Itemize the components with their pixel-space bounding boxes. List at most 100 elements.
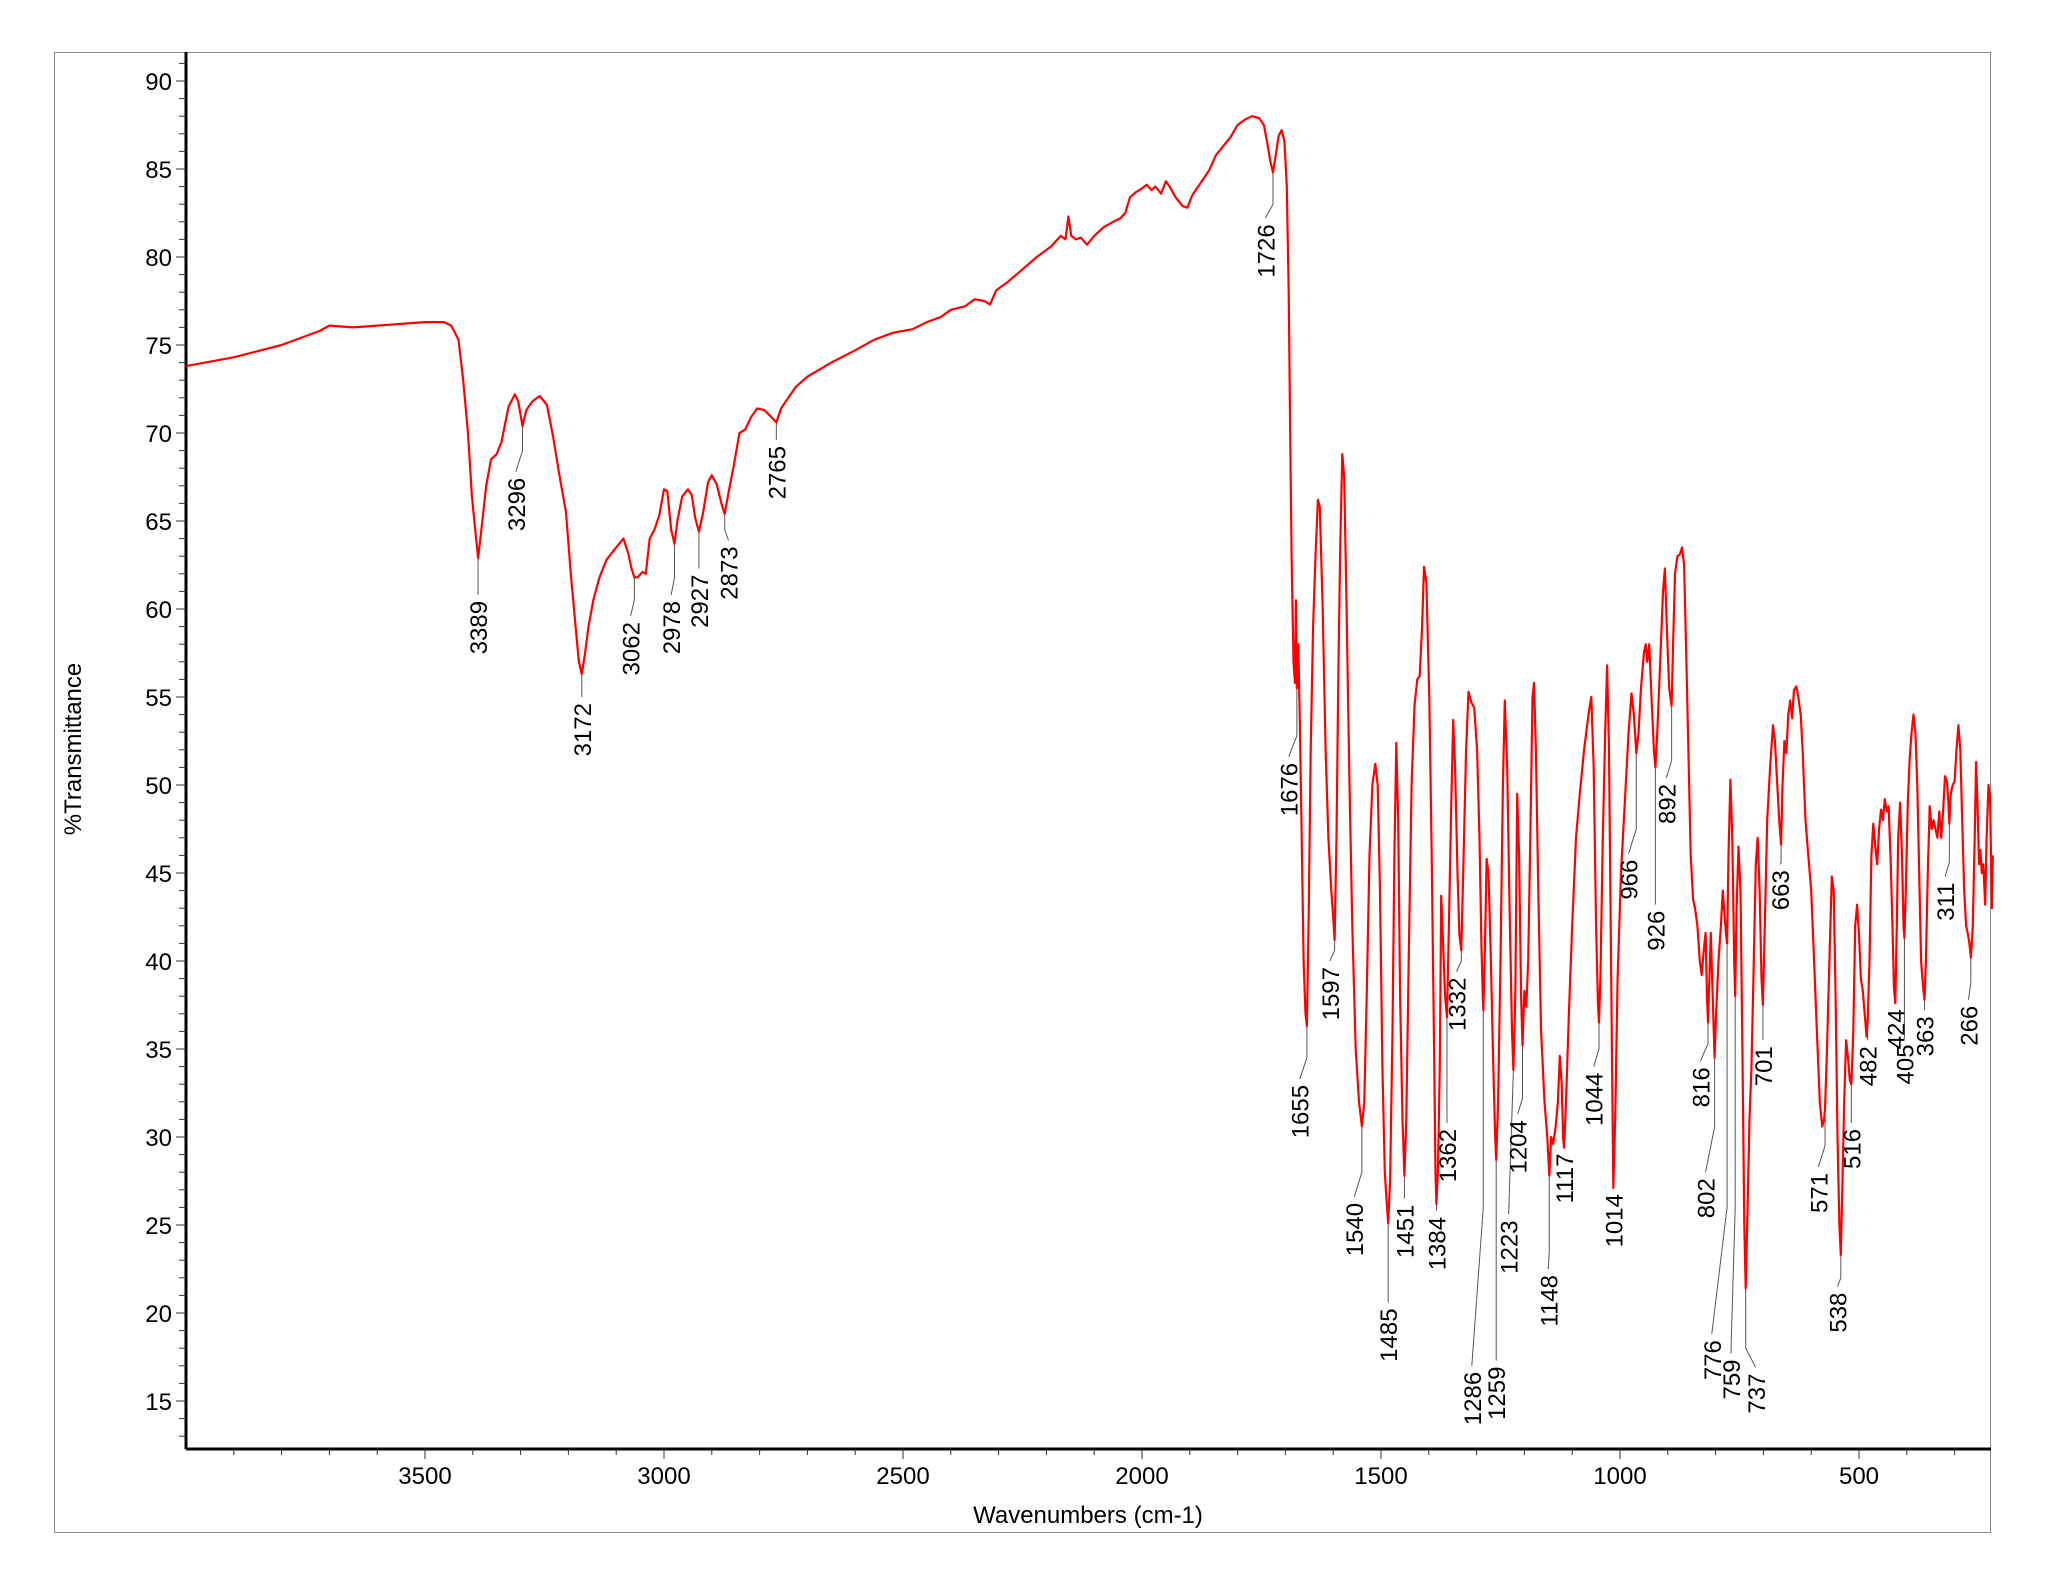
- peak-leader-line: [1456, 950, 1462, 972]
- peak-label: 1014: [1601, 1194, 1628, 1247]
- x-axis: 3500 3000 2500 2000 1500 1000 500: [186, 1447, 1991, 1490]
- y-tick-label: 70: [145, 421, 172, 448]
- peak-label: 2873: [717, 546, 744, 599]
- peak-label: 571: [1806, 1173, 1833, 1213]
- x-tick-label: 1500: [1354, 1463, 1407, 1490]
- y-tick-label: 15: [145, 1389, 172, 1416]
- y-tick-label: 50: [145, 773, 172, 800]
- peak-label: 3389: [466, 601, 493, 654]
- peak-label: 2978: [659, 601, 686, 654]
- y-tick-label: 60: [145, 597, 172, 624]
- peak-label: 1362: [1435, 1129, 1462, 1182]
- peak-label: 2927: [687, 575, 714, 628]
- x-tick-label: 3000: [637, 1463, 690, 1490]
- peak-label: 1597: [1318, 967, 1345, 1020]
- y-tick-label: 90: [145, 69, 172, 96]
- peak-label: 776: [1700, 1340, 1727, 1380]
- peak-leader-line: [1547, 1175, 1550, 1270]
- y-tick-label: 35: [145, 1037, 172, 1064]
- peak-label: 1655: [1288, 1085, 1315, 1138]
- peak-label: 737: [1744, 1374, 1771, 1414]
- peak-label: 538: [1825, 1293, 1852, 1333]
- x-tick-label: 2000: [1115, 1463, 1168, 1490]
- spectrum-line: [185, 115, 1994, 1290]
- peak-leader-line: [1517, 1045, 1523, 1115]
- x-tick-label: 500: [1839, 1463, 1879, 1490]
- peak-leader-line: [1264, 172, 1274, 219]
- peak-label-leaders: [477, 172, 1972, 1368]
- peak-leader-line: [1745, 1288, 1757, 1368]
- peak-leader-line: [724, 513, 730, 541]
- peak-label: 1148: [1536, 1275, 1563, 1327]
- y-tick-label: 80: [145, 245, 172, 272]
- x-tick-label: 3500: [398, 1463, 451, 1490]
- y-tick-label: 25: [145, 1213, 172, 1240]
- peak-label: 701: [1751, 1046, 1778, 1086]
- peak-label: 1044: [1582, 1073, 1609, 1126]
- y-tick-label: 20: [145, 1301, 172, 1328]
- peak-label: 2765: [764, 446, 791, 499]
- peak-label: 892: [1654, 784, 1681, 824]
- y-tick-label: 40: [145, 949, 172, 976]
- peak-leader-line: [1628, 753, 1637, 854]
- peak-leader-line: [1779, 844, 1782, 865]
- peak-label: 3172: [570, 703, 597, 756]
- peak-label: 1286: [1460, 1372, 1487, 1425]
- y-tick-label: 85: [145, 157, 172, 184]
- peak-leader-line: [1944, 823, 1950, 877]
- peak-label: 482: [1856, 1046, 1883, 1086]
- peak-label: 816: [1688, 1067, 1715, 1107]
- y-tick-label: 30: [145, 1125, 172, 1152]
- peak-label: 759: [1719, 1359, 1746, 1399]
- peak-label: 405: [1892, 1044, 1919, 1084]
- peak-label: 1204: [1506, 1120, 1533, 1173]
- peak-label: 1259: [1484, 1367, 1511, 1420]
- y-axis: 15 20 25 30 35 40 45 50 55 60 65 70 75 80 85 90: [145, 52, 188, 1449]
- x-tick-label: 1000: [1593, 1463, 1646, 1490]
- peak-label: 1332: [1445, 978, 1472, 1031]
- y-tick-label: 65: [145, 509, 172, 536]
- peak-leader-line: [1699, 1022, 1709, 1062]
- peak-label: 966: [1617, 860, 1644, 900]
- peak-leader-line: [1705, 1057, 1716, 1173]
- peak-label: 3296: [504, 478, 531, 531]
- peak-leader-line: [1593, 1022, 1600, 1067]
- peak-label: 266: [1956, 1006, 1983, 1046]
- peak-leader-line: [1299, 1026, 1308, 1080]
- peak-label: 424: [1883, 1009, 1910, 1049]
- x-axis-title: Wavenumbers (cm-1): [973, 1502, 1203, 1529]
- peak-leader-line: [1471, 1010, 1484, 1366]
- y-tick-label: 55: [145, 685, 172, 712]
- peak-leader-line: [1353, 1126, 1363, 1197]
- peak-label: 1540: [1342, 1203, 1369, 1256]
- peak-label: 1223: [1497, 1220, 1524, 1273]
- peak-leader-line: [1730, 996, 1736, 1354]
- peak-label: 1485: [1376, 1308, 1403, 1361]
- peak-leader-line: [1711, 943, 1728, 1335]
- peak-label: 363: [1912, 1016, 1939, 1056]
- peak-leader-line: [1967, 957, 1972, 1000]
- peak-label: 926: [1643, 911, 1670, 951]
- peak-label: 663: [1768, 870, 1795, 910]
- peak-label: 516: [1839, 1129, 1866, 1169]
- x-tick-label: 2500: [876, 1463, 929, 1490]
- peak-label: 3062: [619, 622, 646, 675]
- peak-leader-line: [1665, 705, 1673, 779]
- peak-leader-line: [630, 577, 635, 617]
- peak-label: 1676: [1277, 763, 1304, 816]
- peak-label: 802: [1694, 1178, 1721, 1218]
- peak-label: 1384: [1424, 1217, 1451, 1270]
- peak-leader-line: [1329, 939, 1336, 962]
- peak-label: 1117: [1552, 1154, 1579, 1204]
- peak-label: 311: [1933, 883, 1960, 921]
- peak-leader-line: [515, 425, 524, 472]
- y-tick-label: 75: [145, 333, 172, 360]
- y-tick-label: 45: [145, 861, 172, 888]
- peak-label: 1451: [1392, 1205, 1419, 1258]
- peak-leader-line: [1508, 1070, 1514, 1215]
- peak-leader-line: [1288, 688, 1298, 758]
- y-axis-title: %Transmittance: [60, 663, 87, 836]
- peak-leader-line: [1837, 1254, 1842, 1287]
